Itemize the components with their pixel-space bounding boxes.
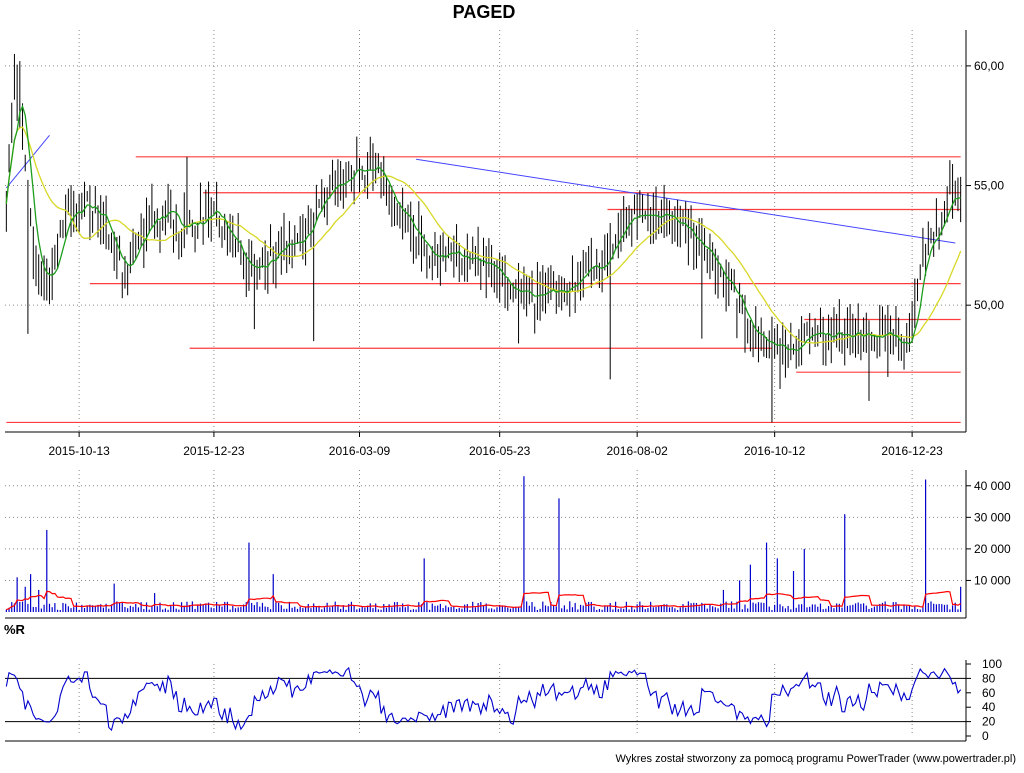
williams-r-line (5, 666, 962, 732)
date-tick-label: 2015-10-13 (48, 444, 110, 458)
williams-r-tick-label: 0 (982, 729, 989, 743)
volume-average-line (6, 590, 962, 611)
date-tick-label: 2016-12-23 (881, 444, 943, 458)
williams-r-grid (5, 664, 966, 736)
chart-title: PAGED (453, 2, 516, 22)
trendline-1 (416, 158, 956, 244)
williams-r-tick-label: 100 (982, 657, 1002, 671)
moving-average-long (5, 126, 962, 344)
date-tick-label: 2015-12-23 (183, 444, 245, 458)
volume-average (6, 590, 962, 611)
volume-bars (5, 476, 962, 612)
volume-tick-label: 40 000 (974, 479, 1011, 493)
trendlines (5, 134, 956, 244)
date-axis: 2015-10-13 2015-12-23 2016-03-09 2016-05-23… (48, 432, 943, 458)
volume-axis: 10 000 20 000 30 000 40 000 (5, 470, 1011, 619)
williams-r-tick-label: 20 (982, 715, 996, 729)
price-tick-label: 55,00 (974, 179, 1004, 193)
support-resistance-levels (6, 156, 961, 424)
williams-r-label: %R (4, 622, 26, 637)
volume-tick-label: 20 000 (974, 542, 1011, 556)
footer-credit: Wykres został stworzony za pomocą progra… (615, 753, 1016, 765)
date-tick-label: 2016-05-23 (469, 444, 531, 458)
williams-r-tick-label: 60 (982, 686, 996, 700)
price-bars (5, 53, 962, 423)
moving-average-short (5, 104, 961, 351)
volume-grid (5, 470, 962, 612)
volume-tick-label: 30 000 (974, 510, 1011, 524)
price-tick-label: 60,00 (974, 59, 1004, 73)
trendline-0 (5, 134, 50, 189)
date-tick-label: 2016-10-12 (744, 444, 806, 458)
moving-averages (5, 104, 962, 351)
volume-tick-label: 10 000 (974, 573, 1011, 587)
williams-r-tick-label: 40 (982, 700, 996, 714)
price-axis: 50,00 55,00 60,00 (5, 30, 1004, 433)
williams-r-tick-label: 80 (982, 671, 996, 685)
volume-panel: 10 000 20 000 30 000 40 000 (5, 470, 1011, 619)
date-tick-label: 2016-08-02 (606, 444, 668, 458)
date-tick-label: 2016-03-09 (329, 444, 391, 458)
price-panel: 50,00 55,00 60,00 2015-10-13 2015-12-23 2016… (5, 30, 1004, 458)
williams-r-path (5, 666, 962, 732)
price-tick-label: 50,00 (974, 298, 1004, 312)
